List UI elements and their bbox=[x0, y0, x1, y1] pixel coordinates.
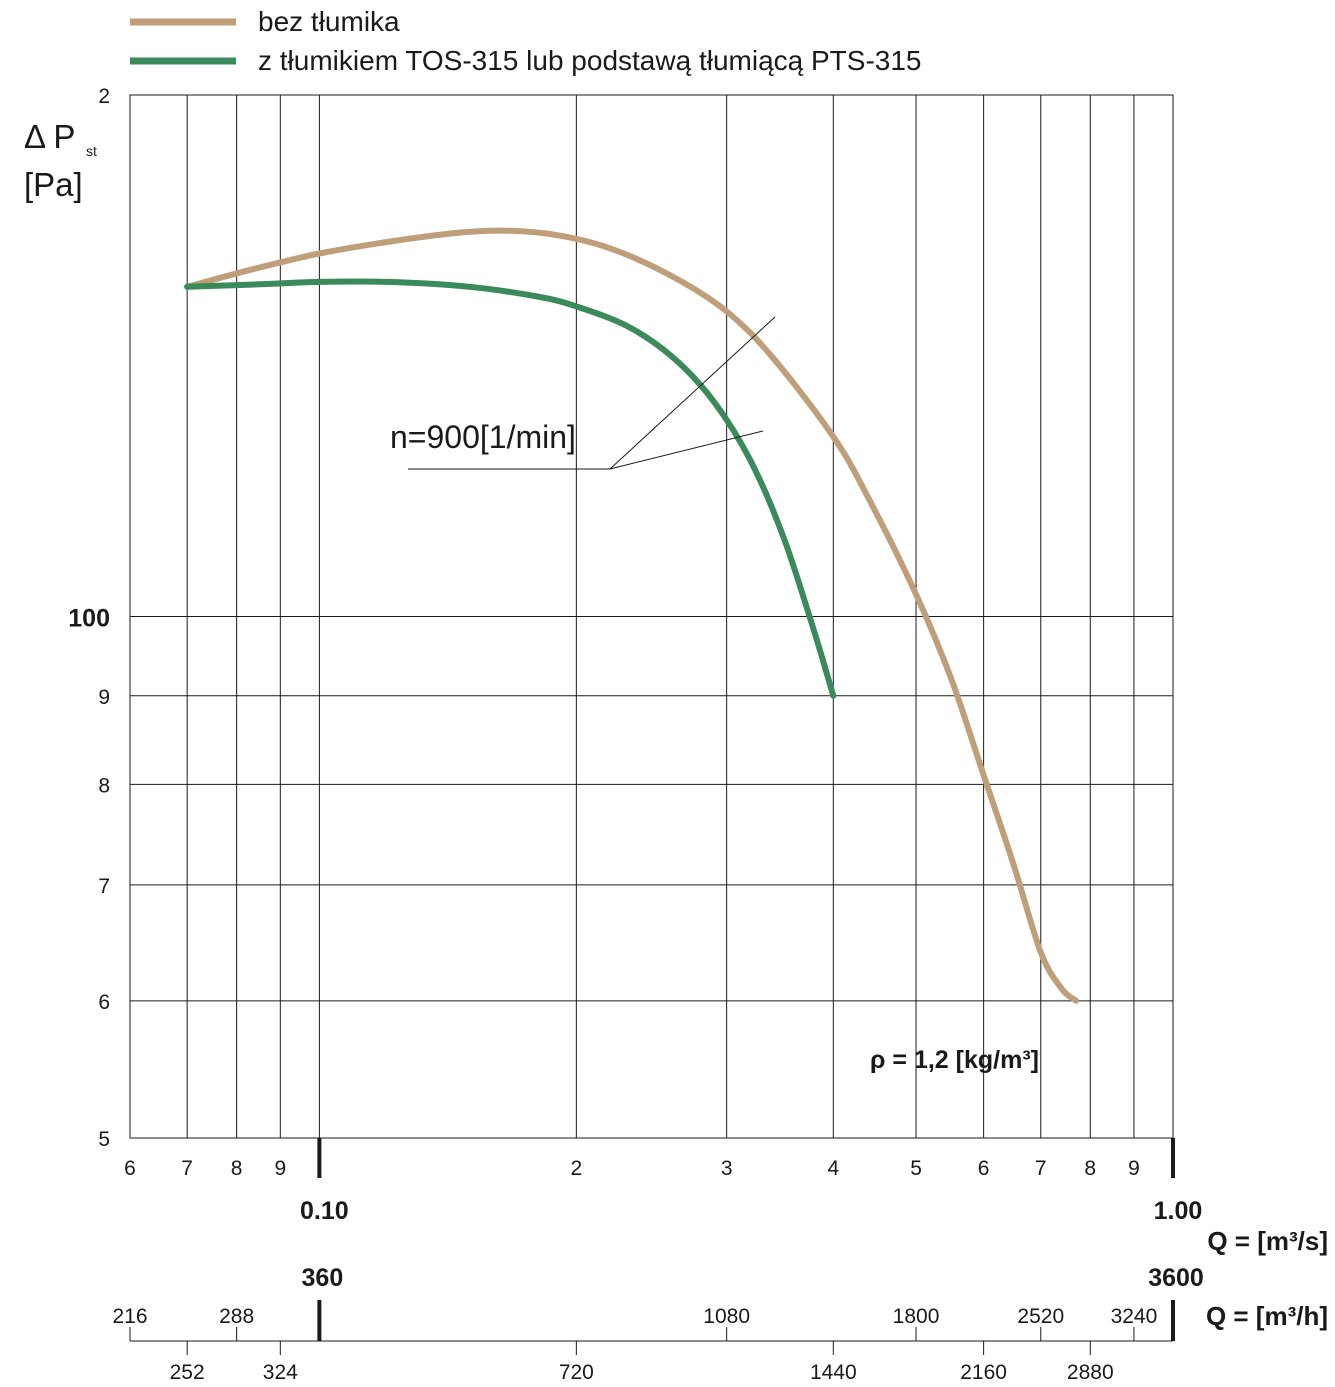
x-axis-unit-m3h: Q = [m³/h] bbox=[1206, 1301, 1328, 1331]
y-tick-label-100: 100 bbox=[68, 605, 110, 633]
series-line-0 bbox=[184, 227, 1080, 1004]
plot-grid bbox=[129, 94, 1174, 1139]
x-tick-label-0-06: 6 bbox=[124, 1157, 136, 1180]
x-major-tick-label-1: 1.00 bbox=[1154, 1197, 1203, 1225]
y-tick-label-50: 5 bbox=[98, 1128, 110, 1151]
y-axis-label: Δ P st [Pa] bbox=[24, 118, 97, 203]
x-tick-label-0-4: 4 bbox=[827, 1157, 839, 1180]
xh-lower-tick-label-720: 720 bbox=[559, 1361, 594, 1384]
xh-lower-tick-label-1440: 1440 bbox=[810, 1361, 857, 1384]
xh-upper-tick-label-3240: 3240 bbox=[1111, 1305, 1158, 1328]
x-tick-label-0-09: 9 bbox=[274, 1157, 286, 1180]
x-tick-label-0-2: 2 bbox=[570, 1157, 582, 1180]
x-tick-label-0-6: 6 bbox=[978, 1157, 990, 1180]
xh-lower-tick-label-2880: 2880 bbox=[1067, 1361, 1114, 1384]
y-axis-label-symbol: Δ P bbox=[24, 118, 75, 155]
speed-annotation-leader-2 bbox=[609, 430, 764, 470]
xh-upper-tick-label-1800: 1800 bbox=[893, 1305, 940, 1328]
legend-label-z-tlumikiem: z tłumikiem TOS-315 lub podstawą tłumiąc… bbox=[258, 45, 921, 76]
xh-upper-tick-label-288: 288 bbox=[219, 1305, 254, 1328]
y-tick-label-60: 6 bbox=[98, 991, 110, 1014]
xh-major-tick-label-3600: 3600 bbox=[1148, 1264, 1204, 1292]
x-tick-label-0-08: 8 bbox=[231, 1157, 243, 1180]
speed-annotation: n=900[1/min] bbox=[390, 316, 776, 470]
y-tick-label-90: 9 bbox=[98, 686, 110, 709]
y-tick-label-80: 8 bbox=[98, 774, 110, 797]
xh-upper-tick-label-2520: 2520 bbox=[1017, 1305, 1064, 1328]
y-axis-label-subscript: st bbox=[86, 143, 97, 159]
xh-upper-tick-label-1080: 1080 bbox=[703, 1305, 750, 1328]
xh-lower-tick-label-324: 324 bbox=[263, 1361, 298, 1384]
x-tick-label-0-8: 8 bbox=[1084, 1157, 1096, 1180]
y-tick-label-200: 2 bbox=[98, 85, 110, 108]
x-tick-label-0-7: 7 bbox=[1035, 1157, 1047, 1180]
y-tick-label-70: 7 bbox=[98, 875, 110, 898]
x-axis-unit-m3s: Q = [m³/s] bbox=[1207, 1226, 1328, 1256]
series-line-1 bbox=[184, 278, 837, 699]
density-annotation: ρ = 1,2 [kg/m³] bbox=[870, 1046, 1039, 1074]
xh-upper-tick-label-216: 216 bbox=[112, 1305, 147, 1328]
xh-lower-tick-label-2160: 2160 bbox=[960, 1361, 1007, 1384]
x-tick-label-0-07: 7 bbox=[181, 1157, 193, 1180]
plot-series bbox=[184, 227, 1080, 1004]
x-tick-label-0-5: 5 bbox=[910, 1157, 922, 1180]
x-tick-label-0-3: 3 bbox=[721, 1157, 733, 1180]
x-major-tick-label-0-1: 0.10 bbox=[300, 1197, 349, 1225]
y-axis-label-unit: [Pa] bbox=[24, 166, 83, 203]
legend: bez tłumika z tłumikiem TOS-315 lub pods… bbox=[130, 6, 921, 76]
xh-major-tick-label-360: 360 bbox=[302, 1264, 344, 1292]
speed-annotation-label: n=900[1/min] bbox=[390, 419, 576, 455]
xh-lower-tick-label-252: 252 bbox=[170, 1361, 205, 1384]
x-tick-label-0-9: 9 bbox=[1128, 1157, 1140, 1180]
legend-label-bez-tlumika: bez tłumika bbox=[258, 6, 400, 37]
